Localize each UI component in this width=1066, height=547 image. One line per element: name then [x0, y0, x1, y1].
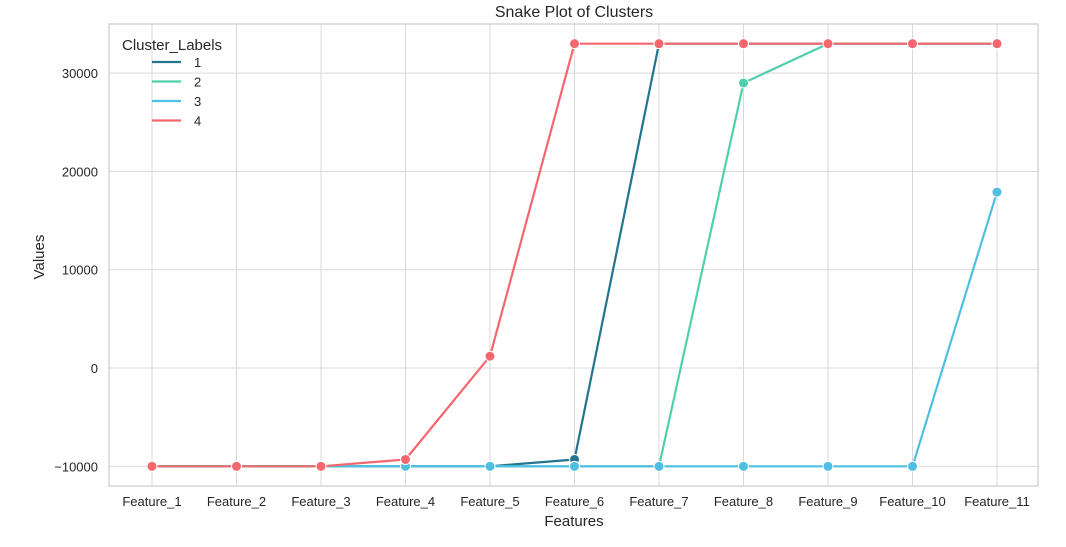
legend-label: 4	[194, 114, 201, 129]
data-point	[738, 460, 749, 472]
series-layer	[146, 38, 1003, 472]
x-tick-label: Feature_7	[629, 494, 688, 509]
x-tick-label: Feature_8	[714, 494, 773, 509]
chart-title: Snake Plot of Clusters	[495, 4, 653, 21]
legend-label: 1	[194, 55, 201, 70]
legend-label: 3	[194, 94, 201, 109]
data-point	[991, 186, 1003, 198]
data-point	[738, 38, 749, 50]
y-tick-label: 10000	[62, 263, 98, 278]
legend: Cluster_Labels 1 2 3 4	[122, 37, 222, 129]
x-tick-label: Feature_6	[545, 494, 604, 509]
data-point	[653, 38, 665, 50]
x-tick-label: Feature_5	[460, 494, 519, 509]
data-point	[484, 460, 496, 472]
data-point	[738, 77, 749, 89]
x-tick-label: Feature_3	[291, 494, 350, 509]
legend-label: 2	[194, 75, 201, 90]
x-axis-title: Features	[544, 513, 603, 530]
data-point	[907, 38, 918, 50]
tick-layer: Feature_1 Feature_2 Feature_3 Feature_4 Feat…	[54, 66, 1030, 509]
x-tick-label: Feature_9	[798, 494, 857, 509]
x-tick-label: Feature_4	[376, 494, 435, 509]
x-tick-label: Feature_2	[207, 494, 266, 509]
series-4	[146, 38, 1003, 472]
y-tick-label: 30000	[62, 66, 98, 81]
data-point	[569, 38, 580, 50]
data-point	[653, 460, 665, 472]
legend-title: Cluster_Labels	[122, 37, 222, 54]
data-point	[484, 350, 496, 362]
y-tick-label: −10000	[54, 459, 98, 474]
y-tick-label: 0	[91, 361, 98, 376]
y-tick-label: 20000	[62, 164, 98, 179]
x-tick-label: Feature_11	[964, 494, 1030, 509]
data-point	[907, 460, 918, 472]
x-tick-label: Feature_10	[879, 494, 946, 509]
y-axis-title: Values	[31, 235, 48, 280]
data-point	[569, 460, 580, 472]
plot-background	[109, 24, 1038, 486]
data-point	[991, 38, 1003, 50]
x-tick-label: Feature_1	[122, 494, 181, 509]
data-point	[315, 460, 327, 472]
data-point	[822, 38, 834, 50]
data-point	[400, 453, 411, 465]
data-point	[146, 460, 158, 472]
data-point	[231, 460, 242, 472]
data-point	[822, 460, 834, 472]
plot-frame	[108, 23, 1039, 487]
